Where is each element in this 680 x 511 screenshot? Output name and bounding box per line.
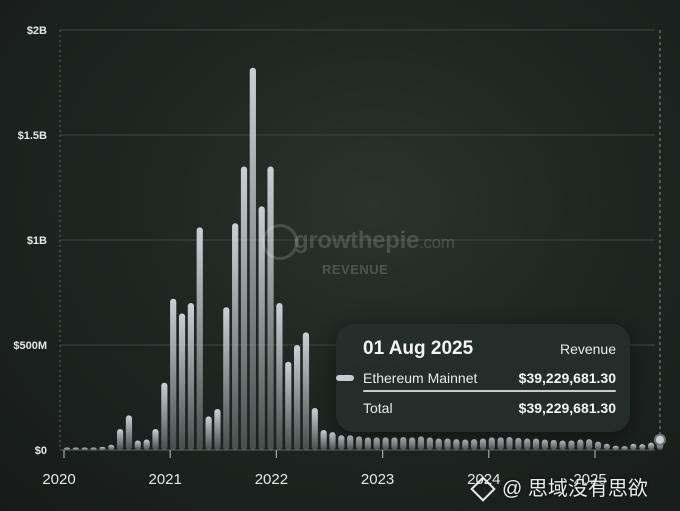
bar xyxy=(294,345,301,450)
bar xyxy=(223,307,230,450)
bar xyxy=(302,332,310,450)
bar xyxy=(594,441,602,450)
bar xyxy=(108,444,115,450)
bar xyxy=(311,408,318,450)
bar xyxy=(143,439,150,450)
bar xyxy=(444,438,451,450)
bar xyxy=(178,313,186,450)
bar xyxy=(382,437,389,450)
x-tick-label: 2024 xyxy=(467,471,500,488)
bar xyxy=(577,439,584,450)
bar xyxy=(320,430,327,450)
bar xyxy=(81,447,88,450)
bar xyxy=(99,446,106,450)
series-swatch-icon xyxy=(336,375,354,381)
bar xyxy=(488,437,495,450)
x-tick-label: 2021 xyxy=(149,471,182,488)
bar xyxy=(373,437,380,450)
bar xyxy=(648,442,655,450)
x-axis: 2020 2021 2022 2023 2024 2025 xyxy=(42,450,607,488)
tooltip-chain-name: Ethereum Mainnet xyxy=(363,370,478,386)
bar xyxy=(117,429,124,450)
bar xyxy=(347,435,354,450)
bar xyxy=(550,439,557,450)
bar xyxy=(276,303,283,450)
highlight-point xyxy=(653,433,666,446)
x-tick-label: 2022 xyxy=(255,471,288,488)
bar xyxy=(462,439,469,450)
y-tick-label: $2B xyxy=(27,25,47,37)
watermark-brand: growthepie.com xyxy=(294,227,455,254)
bar xyxy=(497,437,504,450)
watermark-subtitle: REVENUE xyxy=(322,262,389,277)
bar xyxy=(400,436,407,450)
tooltip-total-label: Total xyxy=(363,400,393,416)
x-tick-label: 2020 xyxy=(42,471,75,488)
bar xyxy=(364,437,371,450)
chart-tooltip: 01 Aug 2025 Revenue Ethereum Mainnet $39… xyxy=(336,324,630,432)
bar xyxy=(515,437,522,450)
bar xyxy=(329,432,336,450)
bar xyxy=(541,439,548,450)
hover-cursor xyxy=(653,30,666,450)
corner-watermark: @ 思域没有思欲 xyxy=(470,472,648,502)
bar xyxy=(453,439,460,450)
x-tick-label: 2025 xyxy=(573,471,606,488)
growthepie-logo-icon xyxy=(262,224,298,260)
y-tick-label: $500M xyxy=(13,340,47,352)
bar xyxy=(196,227,203,450)
y-tick-label: $1.5B xyxy=(18,130,47,142)
bar xyxy=(621,446,628,450)
bar xyxy=(134,440,141,450)
bar xyxy=(471,439,478,450)
bar xyxy=(409,437,416,450)
bar xyxy=(214,409,221,450)
bar xyxy=(532,438,540,450)
bar xyxy=(161,382,168,450)
y-axis: $0 $500M $1B $1.5B $2B xyxy=(13,25,61,457)
bar xyxy=(426,437,433,450)
bar xyxy=(267,166,274,450)
bar xyxy=(417,436,425,450)
tooltip-date: 01 Aug 2025 xyxy=(363,338,474,359)
x-tick-label: 2023 xyxy=(361,471,394,488)
bar xyxy=(90,447,97,450)
bar xyxy=(586,439,593,450)
bar xyxy=(72,447,79,450)
tooltip-chain-value: $39,229,681.30 xyxy=(518,370,616,386)
bar xyxy=(285,361,292,450)
tooltip-metric: Revenue xyxy=(559,341,616,357)
bar xyxy=(603,443,610,450)
bar xyxy=(125,415,133,450)
bar xyxy=(568,440,575,450)
bar xyxy=(205,416,212,450)
bar xyxy=(355,436,363,450)
bar xyxy=(506,436,513,450)
y-tick-label: $1B xyxy=(27,235,47,247)
bar xyxy=(249,67,256,451)
diamond-logo-icon xyxy=(470,476,496,502)
tooltip-share-bar xyxy=(363,390,616,392)
bar xyxy=(187,303,194,450)
tooltip-total-value: $39,229,681.30 xyxy=(518,400,616,416)
bar xyxy=(612,445,619,450)
bar xyxy=(479,438,487,450)
bar xyxy=(338,435,345,450)
bar xyxy=(152,429,159,450)
bar xyxy=(630,443,637,450)
y-tick-label: $0 xyxy=(35,445,47,457)
bar xyxy=(435,438,442,450)
bar xyxy=(63,447,71,450)
bar xyxy=(391,437,398,450)
bar xyxy=(258,206,265,450)
bar xyxy=(524,438,531,450)
bar xyxy=(559,440,566,450)
bar xyxy=(170,298,177,450)
bar xyxy=(240,166,248,450)
bar xyxy=(639,444,646,450)
bar xyxy=(232,223,239,450)
